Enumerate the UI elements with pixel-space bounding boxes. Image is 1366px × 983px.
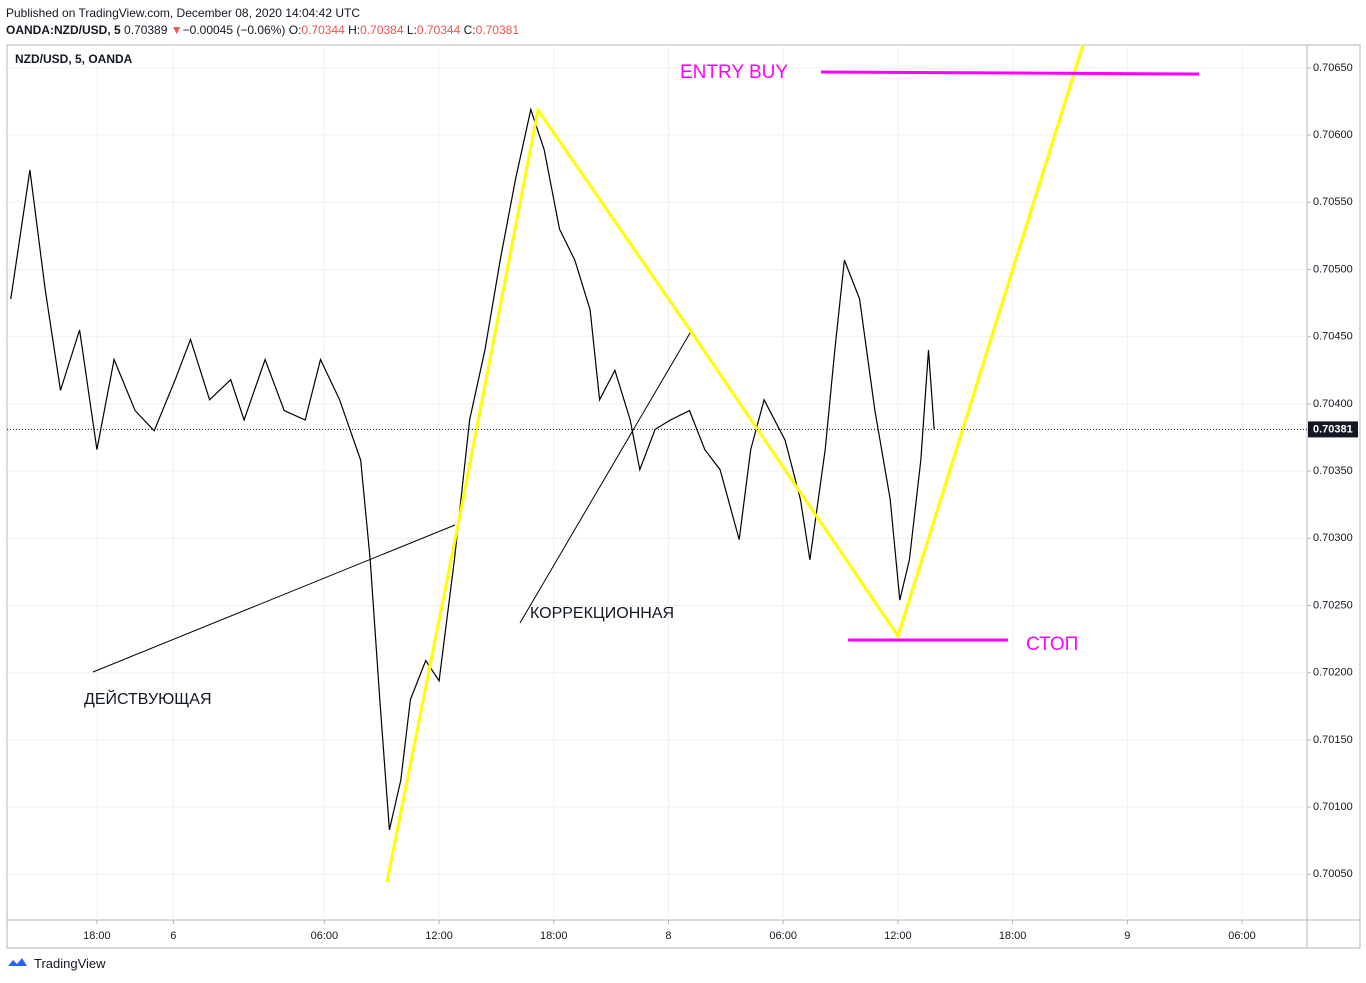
x-tick-label: 12:00: [425, 930, 453, 942]
change: −0.00045 (−0.06%): [182, 23, 286, 37]
logo: [8, 958, 27, 966]
pointer-line: [519, 332, 691, 624]
y-tick-label: 0.70300: [1313, 532, 1353, 544]
x-tick-label: 9: [1124, 930, 1130, 942]
drawings: [92, 44, 1200, 883]
x-tick-label: 12:00: [884, 930, 912, 942]
y-tick-label: 0.70650: [1313, 62, 1353, 74]
close: 0.70381: [475, 23, 520, 37]
quote-line: OANDA:NZD/USD, 5 0.70389 ▼−0.00045 (−0.0…: [6, 22, 519, 39]
last-price-box: [1308, 421, 1358, 438]
x-tick-label: 18:00: [83, 930, 111, 942]
y-tick-label: 0.70050: [1313, 868, 1353, 880]
open: 0.70344: [301, 23, 345, 37]
last-price-label: 0.70381: [1313, 423, 1353, 435]
arrow: ▼: [170, 23, 183, 37]
wave-line: [385, 44, 1085, 883]
y-tick-label: 0.70150: [1313, 734, 1353, 746]
y-tick-label: 0.70200: [1313, 667, 1353, 679]
published: Published on TradingView.com, December 0…: [6, 6, 360, 20]
x-tick-label: 18:00: [999, 930, 1027, 942]
annotation: КОРРЕКЦИОННАЯ: [530, 605, 674, 622]
pointer-line: [92, 524, 456, 673]
y-tick-label: 0.70100: [1313, 801, 1353, 813]
price-line: [10, 107, 935, 831]
chart-title: NZD/USD, 5, OANDA: [15, 52, 133, 66]
entry-line: [820, 70, 1200, 76]
c-label: C:: [463, 23, 476, 37]
symbol: OANDA:NZD/USD, 5: [6, 23, 121, 37]
frame: [6, 44, 1361, 949]
annotation: ДЕЙСТВУЮЩАЯ: [84, 689, 212, 708]
y-tick-label: 0.70250: [1313, 599, 1353, 611]
low: 0.70344: [416, 23, 461, 37]
y-tick-label: 0.70550: [1313, 196, 1353, 208]
x-tick-label: 06:00: [1228, 930, 1256, 942]
l-label: L:: [406, 23, 417, 37]
x-tick-label: 06:00: [769, 930, 797, 942]
high: 0.70384: [360, 23, 404, 37]
y-tick-label: 0.70400: [1313, 398, 1353, 410]
x-tick-label: 06:00: [311, 930, 339, 942]
y-tick-label: 0.70500: [1313, 263, 1353, 275]
x-tick-label: 18:00: [540, 930, 568, 942]
header: Published on TradingView.com, December 0…: [6, 5, 519, 39]
price: 0.70389: [124, 23, 168, 37]
y-tick-label: 0.70450: [1313, 331, 1353, 343]
footer: TradingView: [34, 956, 106, 971]
y-tick-label: 0.70350: [1313, 465, 1353, 477]
x-tick-label: 6: [170, 930, 176, 942]
o-label: O:: [288, 23, 302, 37]
wave-line: [896, 44, 1085, 637]
x-tick-label: 8: [665, 930, 671, 942]
y-tick-label: 0.70600: [1313, 129, 1353, 141]
h-label: H:: [348, 23, 361, 37]
annotation: СТОП: [1026, 634, 1078, 655]
annotation: ENTRY BUY: [680, 62, 788, 83]
